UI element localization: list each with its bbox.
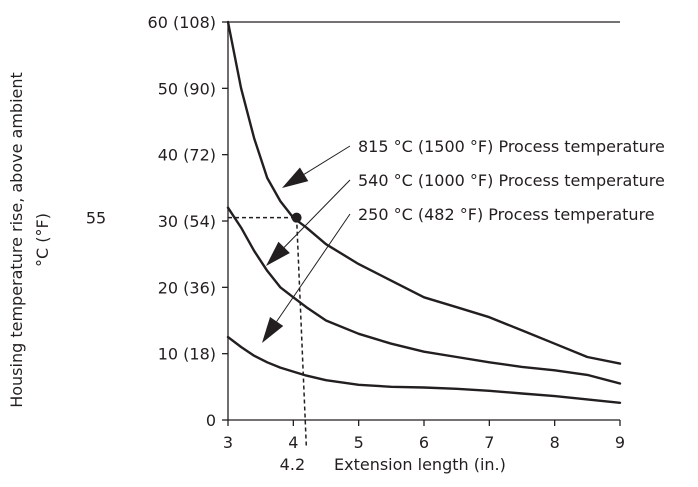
y-marker-label: 55 bbox=[86, 209, 106, 228]
y-tick-label: 10 (18) bbox=[158, 345, 216, 364]
series-label-2: 540 °C (1000 °F) Process temperature bbox=[358, 171, 665, 190]
series-line-3 bbox=[226, 335, 622, 404]
x-tick-label: 3 bbox=[223, 433, 233, 452]
y-tick-label: 20 (36) bbox=[158, 278, 216, 297]
series-leader-3 bbox=[276, 213, 351, 322]
series-line-1 bbox=[226, 20, 622, 365]
marker-point bbox=[291, 212, 302, 223]
y-tick-label: 50 (90) bbox=[158, 79, 216, 98]
series-leader-2 bbox=[283, 179, 351, 248]
x-tick-label: 6 bbox=[419, 433, 429, 452]
x-tick-label: 5 bbox=[354, 433, 364, 452]
y-tick-label: 60 (108) bbox=[148, 13, 216, 32]
x-marker-label: 4.2 bbox=[280, 455, 305, 474]
x-tick-label: 4 bbox=[288, 433, 298, 452]
arrow-head-1 bbox=[282, 167, 309, 188]
y-tick-label: 30 (54) bbox=[158, 212, 216, 231]
series-leader-1 bbox=[303, 145, 351, 175]
series-line-2 bbox=[226, 206, 622, 385]
x-axis-title: Extension length (in.) bbox=[334, 455, 506, 474]
x-reference-line bbox=[295, 217, 308, 449]
x-tick-label: 7 bbox=[484, 433, 494, 452]
series-label-1: 815 °C (1500 °F) Process temperature bbox=[358, 137, 665, 156]
x-tick-label: 8 bbox=[550, 433, 560, 452]
y-axis-title-line1: Housing temperature rise, above ambient bbox=[7, 72, 26, 408]
series-label-3: 250 °C (482 °F) Process temperature bbox=[358, 205, 655, 224]
y-tick-label: 0 bbox=[206, 411, 216, 430]
y-tick-label: 40 (72) bbox=[158, 146, 216, 165]
plot-area: 0 10 (18) 20 (36) 30 (54) 40 (72) 50 (90) 60 (… bbox=[86, 13, 665, 474]
y-axis-title-line2: °C (°F) bbox=[33, 213, 52, 267]
arrow-head-2 bbox=[266, 241, 290, 266]
y-axis-title: Housing temperature rise, above ambient … bbox=[7, 72, 52, 408]
x-tick-label: 9 bbox=[615, 433, 625, 452]
arrow-head-3 bbox=[262, 317, 284, 343]
